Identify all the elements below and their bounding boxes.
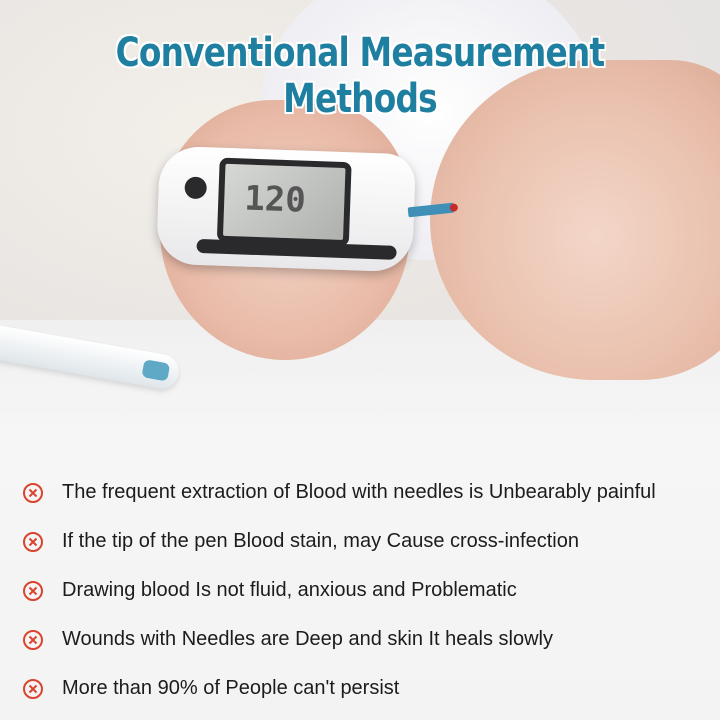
page-title: Conventional Measurement Methods (115, 30, 605, 122)
item-text: Wounds with Needles are Deep and skin It… (62, 628, 553, 650)
item-text: The frequent extraction of Blood with ne… (62, 481, 656, 503)
item-text: Drawing blood Is not fluid, anxious and … (62, 579, 517, 601)
x-circle-icon (23, 580, 43, 601)
meter-button (184, 176, 208, 200)
meter-reading: 120 (243, 178, 307, 221)
drawbacks-list: The frequent extraction of Blood with ne… (22, 468, 720, 713)
x-circle-icon (23, 482, 43, 503)
list-item: The frequent extraction of Blood with ne… (22, 468, 720, 517)
item-text: More than 90% of People can't persist (62, 677, 400, 699)
x-circle-icon (23, 531, 43, 552)
x-circle-icon (23, 678, 43, 699)
meter-screen: 120 (216, 157, 352, 247)
x-circle-icon (23, 629, 43, 650)
patient-hand (430, 60, 720, 380)
item-text: If the tip of the pen Blood stain, may C… (62, 530, 579, 552)
list-item: More than 90% of People can't persist (22, 664, 720, 713)
list-item: Drawing blood Is not fluid, anxious and … (22, 566, 720, 615)
list-item: If the tip of the pen Blood stain, may C… (22, 517, 720, 566)
glucose-meter-photo: 120 (0, 0, 720, 440)
meter-band (196, 238, 397, 260)
glucose-meter: 120 (156, 145, 416, 273)
list-item: Wounds with Needles are Deep and skin It… (22, 615, 720, 664)
